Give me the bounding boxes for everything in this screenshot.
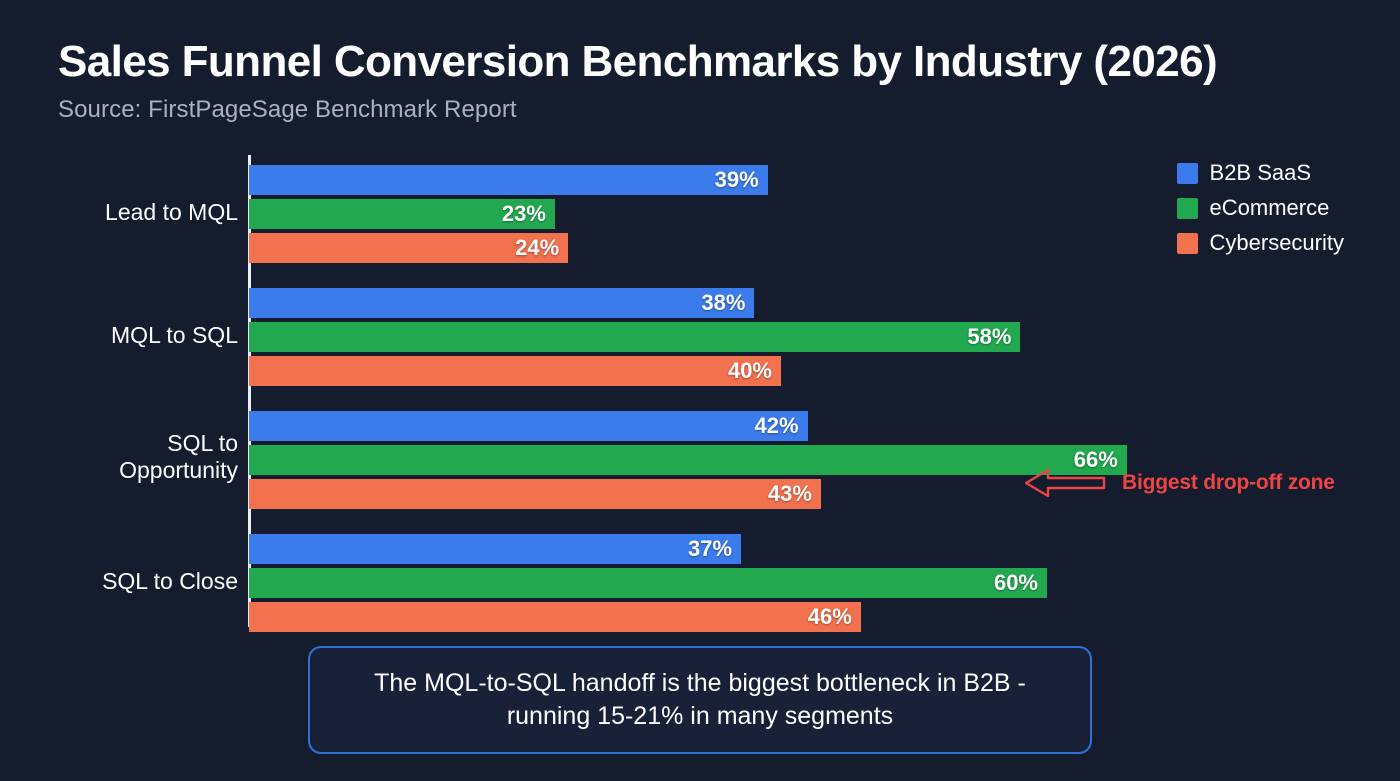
category-label: Lead to MQL [105, 199, 238, 225]
left-arrow-outline-icon [1024, 468, 1106, 498]
legend-item-cybersecurity[interactable]: Cybersecurity [1176, 230, 1344, 256]
bar-value-label: 42% [754, 413, 799, 438]
bar-cybersecurity[interactable]: 43% [249, 479, 821, 509]
legend-swatch-icon [1176, 232, 1198, 254]
bar-b2b-saas[interactable]: 37% [249, 534, 742, 564]
chart-header: Sales Funnel Conversion Benchmarks by In… [58, 38, 1358, 124]
bar-value-label: 66% [1073, 447, 1118, 472]
category-label: SQL to Close [102, 568, 238, 594]
y-axis-line [248, 155, 251, 627]
bar-value-label: 58% [967, 324, 1012, 349]
bar-value-label: 39% [714, 167, 759, 192]
bar-group: SQL to Opportunity 42% 66% 43% [0, 411, 1400, 509]
legend-swatch-icon [1176, 197, 1198, 219]
bar-cybersecurity[interactable]: 46% [249, 602, 861, 632]
chart-subtitle: Source: FirstPageSage Benchmark Report [58, 95, 517, 123]
bar-value-label: 37% [688, 536, 733, 561]
bar-b2b-saas[interactable]: 42% [249, 411, 808, 441]
bar-b2b-saas[interactable]: 38% [249, 288, 755, 318]
drop-off-annotation: Biggest drop-off zone [1022, 466, 1335, 500]
bar-group: MQL to SQL 38% 58% 40% [0, 288, 1400, 386]
page-title: Sales Funnel Conversion Benchmarks by In… [58, 37, 1218, 86]
bar-group: Lead to MQL 39% 23% 24% [0, 165, 1400, 263]
legend-swatch-icon [1176, 162, 1198, 184]
legend-item-label: B2B SaaS [1209, 160, 1312, 185]
legend-item-b2b-saas[interactable]: B2B SaaS [1176, 160, 1312, 186]
category-label: SQL to Opportunity [119, 430, 238, 484]
chart-legend: B2B SaaS eCommerce Cybersecurity [1176, 160, 1344, 256]
bar-ecommerce[interactable]: 58% [249, 322, 1021, 352]
bar-value-label: 24% [515, 235, 560, 260]
bar-ecommerce[interactable]: 23% [249, 199, 555, 229]
bar-value-label: 43% [767, 481, 812, 506]
bar-value-label: 23% [501, 201, 546, 226]
bar-value-label: 40% [727, 358, 772, 383]
legend-item-label: Cybersecurity [1209, 230, 1344, 255]
bar-ecommerce[interactable]: 60% [249, 568, 1047, 598]
legend-item-label: eCommerce [1209, 195, 1330, 220]
annotation-label: Biggest drop-off zone [1122, 471, 1335, 494]
chart-plot-area: Lead to MQL 39% 23% 24% MQL to SQL 38% 58% 40% S… [0, 150, 1400, 632]
bar-value-label: 60% [993, 570, 1038, 595]
bar-ecommerce[interactable]: 66% [249, 445, 1127, 475]
bar-value-label: 38% [701, 290, 746, 315]
bar-group: SQL to Close 37% 60% 46% [0, 534, 1400, 632]
bar-value-label: 46% [807, 604, 852, 629]
insight-callout-text: The MQL-to-SQL handoff is the biggest bo… [374, 669, 1026, 730]
insight-callout-box: The MQL-to-SQL handoff is the biggest bo… [308, 646, 1092, 754]
bar-cybersecurity[interactable]: 40% [249, 356, 781, 386]
legend-item-ecommerce[interactable]: eCommerce [1176, 195, 1330, 221]
bar-b2b-saas[interactable]: 39% [249, 165, 768, 195]
bar-cybersecurity[interactable]: 24% [249, 233, 569, 263]
category-label: MQL to SQL [111, 322, 238, 348]
